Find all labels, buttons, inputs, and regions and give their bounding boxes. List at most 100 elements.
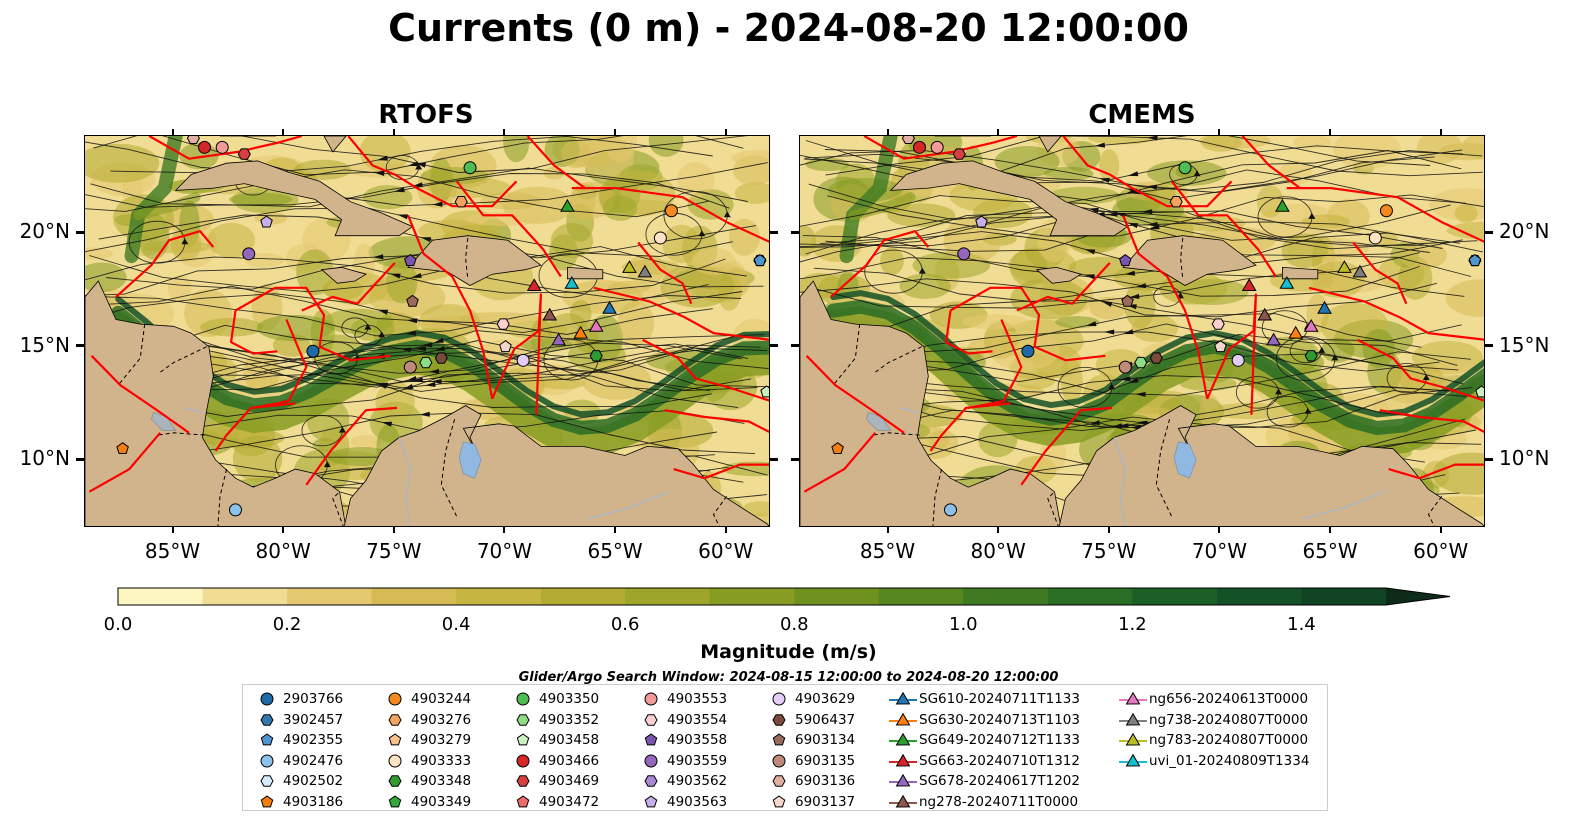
legend-marker-triangle: [1119, 753, 1147, 767]
legend-marker-shape: [895, 712, 911, 726]
legend-marker-shape: [644, 754, 658, 767]
colorbar-segment: [118, 588, 204, 605]
cmems-marker-4903558: [1119, 253, 1132, 266]
lat-tick-mark: [770, 457, 778, 461]
legend-marker-hexagon: [644, 775, 658, 787]
legend-marker-hexagon: [516, 713, 530, 726]
legend-label: 4902355: [283, 732, 344, 748]
rtofs-marker-SG663-20240710T1312: [526, 278, 542, 291]
rtofs-marker-4903553: [215, 140, 229, 154]
legend-marker-shape: [516, 754, 530, 767]
cmems-land: [800, 136, 1484, 526]
lon-tick-mark-top: [886, 129, 889, 135]
legend-label: 2903766: [283, 691, 344, 707]
cmems-marker-5906437: [1149, 352, 1163, 364]
legend-marker-hexagon: [260, 713, 274, 726]
rtofs-land-jamaica: [320, 266, 367, 284]
cmems-marker-SG678-20240617T1202: [1266, 332, 1281, 346]
panel-title-cmems: CMEMS: [1088, 100, 1196, 130]
legend-marker-shape: [260, 713, 274, 726]
legend-marker-pentagon: [644, 733, 658, 746]
lon-tick-mark: [1107, 527, 1110, 533]
legend-label: 6903134: [795, 732, 856, 748]
lat-tick-label-left: 15°N: [19, 332, 70, 357]
legend-label: 4903186: [283, 793, 344, 810]
cmems-lake-maracaibo: [1173, 441, 1197, 479]
lat-tick-mark: [76, 344, 84, 348]
rtofs-marker-2903766: [306, 344, 320, 358]
rtofs-land: [85, 136, 769, 526]
lon-tick-mark: [997, 527, 1000, 533]
cmems-marker-6903135: [1118, 360, 1132, 374]
cmems-marker-4902476: [943, 503, 957, 517]
cmems-eez-boundaries: [803, 136, 1484, 493]
legend-marker-hexagon: [388, 775, 402, 787]
lon-tick-label: 75°W: [1081, 539, 1137, 563]
legend-label: SG630-20240713T1103: [919, 711, 1080, 728]
lat-tick-mark: [1485, 457, 1493, 461]
legend-marker-shape: [516, 713, 530, 726]
colorbar-segment: [287, 588, 373, 605]
rtofs-land-central-america: [85, 280, 347, 526]
legend-label: 4903559: [667, 752, 728, 769]
legend-label: uvi_01-20240809T1334: [1149, 752, 1310, 769]
rtofs-land-cuba: [174, 160, 414, 237]
legend-label: 4903350: [539, 691, 600, 707]
lat-tick-label-right: 15°N: [1499, 332, 1550, 357]
legend-label: ng738-20240807T0000: [1149, 711, 1309, 728]
lon-tick-mark-top: [614, 129, 617, 135]
legend-marker-hexagon: [772, 713, 786, 726]
colorbar: [117, 587, 1451, 606]
rtofs-marker-4903352: [419, 356, 433, 369]
lon-tick-mark: [724, 527, 727, 533]
lon-tick-mark-top: [1439, 129, 1442, 135]
cmems-land-central-america: [800, 280, 1062, 526]
cmems-marker-ng656-20240613T0000: [1303, 318, 1319, 332]
lon-tick-label: 80°W: [255, 539, 311, 563]
legend-marker-shape: [772, 794, 786, 807]
legend-marker-shape: [260, 692, 274, 706]
cmems-marker-6903134: [1121, 294, 1134, 307]
lon-tick-mark: [1218, 527, 1221, 533]
cmems-marker-uvi_01-20240809T1334: [1279, 276, 1295, 289]
colorbar-segment: [1047, 588, 1133, 605]
lon-tick-label: 85°W: [144, 539, 201, 563]
colorbar-segment: [456, 588, 542, 605]
cmems-land-south-america: [1058, 405, 1484, 526]
colorbar-tick-label: 1.2: [1118, 614, 1147, 635]
legend-label: SG663-20240710T1312: [919, 752, 1080, 769]
colorbar-segment: [540, 588, 626, 605]
rtofs-marker-4903458: [760, 385, 769, 398]
lat-tick-mark: [76, 230, 84, 234]
legend-label: 6903135: [795, 752, 856, 769]
legend-label: 4903333: [411, 752, 472, 769]
rtofs-marker-4902476: [228, 503, 242, 517]
rtofs-marker-6903136: [186, 136, 200, 144]
cmems-marker-4903186: [831, 442, 844, 454]
cmems-land-cuba: [889, 160, 1129, 237]
map-panel-rtofs: [84, 135, 770, 527]
rtofs-land-hispaniola: [407, 235, 542, 286]
rtofs-marker-SG630-20240713T1103: [573, 325, 589, 339]
cmems-marker-2903766: [1021, 344, 1035, 358]
lon-tick-mark-top: [1107, 129, 1110, 135]
cmems-marker-ng278-20240711T0000: [1257, 307, 1273, 321]
legend-marker-hexagon: [516, 775, 530, 787]
legend-marker-shape: [388, 733, 402, 746]
rtofs-marker-4903554: [496, 318, 510, 330]
lat-tick-mark: [791, 457, 799, 461]
colorbar-segment: [1301, 588, 1387, 605]
colorbar-label: Magnitude (m/s): [700, 641, 877, 663]
legend-label: 4902502: [283, 773, 344, 789]
rtofs-marker-4903563: [260, 215, 273, 228]
cmems-marker-4903350: [1178, 161, 1192, 175]
lon-tick-label: 75°W: [366, 539, 422, 563]
lon-tick-label: 70°W: [476, 539, 533, 563]
cmems-marker-4903469: [952, 148, 966, 160]
colorbar-tick-label: 0.2: [272, 614, 302, 635]
legend-marker-shape: [260, 794, 274, 807]
cmems-land-bahamas: [1038, 136, 1062, 153]
colorbar-segment: [371, 588, 457, 605]
legend-marker-circle: [644, 754, 658, 767]
rtofs-marker-SG678-20240617T1202: [551, 332, 566, 346]
